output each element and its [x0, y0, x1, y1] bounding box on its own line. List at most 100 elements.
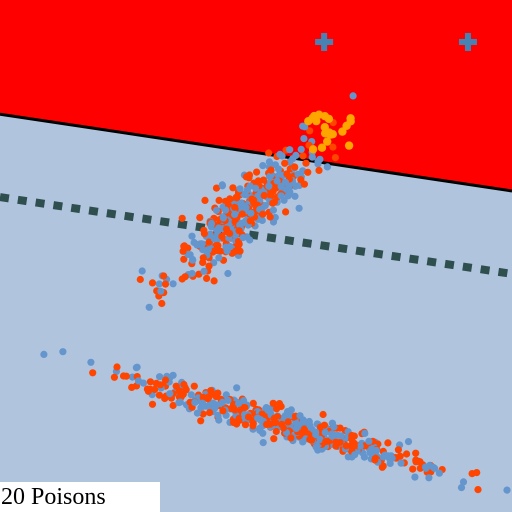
class_a-point — [262, 404, 270, 412]
class_b-point — [203, 274, 211, 282]
class_a-point — [349, 92, 357, 100]
class_b-point — [215, 196, 223, 204]
class_b-point — [272, 427, 280, 436]
class_b-point — [206, 409, 214, 417]
class_a-point — [330, 423, 338, 431]
class_b-point — [205, 262, 213, 270]
poison-point — [328, 130, 337, 139]
class_b-point — [342, 442, 350, 450]
class_a-point — [301, 123, 309, 131]
class_a-point — [286, 146, 294, 154]
class_a-point — [277, 192, 285, 200]
class_b-point — [136, 275, 144, 284]
class_a-point — [189, 256, 197, 264]
class_a-point — [236, 221, 244, 229]
class_b-point — [260, 191, 268, 200]
class_b-point — [315, 166, 323, 174]
class_b-point — [205, 238, 213, 246]
class_a-point — [269, 206, 277, 214]
class_b-point — [207, 387, 215, 395]
class_b-point — [249, 399, 257, 407]
class_a-point — [156, 373, 164, 381]
class_a-point — [258, 216, 266, 224]
class_b-point — [300, 180, 308, 188]
class_b-point — [267, 166, 275, 174]
target-plus-marker — [315, 32, 334, 51]
class_a-point — [224, 396, 232, 404]
class_a-point — [155, 280, 163, 288]
class_b-point — [190, 382, 198, 390]
class_b-point — [235, 414, 243, 422]
poison-point — [338, 127, 347, 136]
class_a-point — [134, 377, 143, 385]
class_a-point — [166, 390, 174, 398]
class_a-point — [222, 206, 230, 214]
class_a-point — [286, 412, 294, 420]
class_b-point — [304, 168, 312, 176]
class_b-point — [219, 407, 227, 415]
class_b-point — [270, 435, 278, 443]
class_a-point — [314, 157, 322, 165]
class_b-point — [227, 404, 236, 413]
class_b-point — [161, 280, 170, 288]
class_a-point — [351, 451, 359, 459]
class_b-point — [302, 159, 310, 167]
class_a-point — [278, 152, 286, 160]
class_b-point — [284, 418, 292, 426]
class_b-point — [182, 386, 190, 394]
class_a-point — [239, 234, 247, 242]
class_a-point — [372, 446, 380, 454]
class_a-point — [308, 153, 316, 161]
class_b-point — [249, 422, 257, 430]
class_a-point — [421, 463, 430, 471]
class_b-point — [161, 376, 170, 384]
class_a-point — [233, 384, 241, 392]
poison-point — [323, 137, 332, 146]
class_b-point — [201, 196, 209, 204]
class_b-point — [278, 420, 286, 428]
class_a-point — [503, 486, 511, 494]
poison-point — [308, 145, 318, 154]
class_b-point — [291, 163, 299, 171]
class_b-point — [253, 168, 261, 176]
class_b-point — [128, 383, 136, 391]
class_b-point — [474, 486, 482, 494]
class_a-point — [207, 219, 216, 228]
class_b-point — [229, 184, 237, 192]
class_a-point — [235, 399, 243, 408]
class_a-point — [259, 162, 267, 170]
target-markers — [315, 32, 477, 51]
class_b-point — [160, 272, 168, 280]
class_a-point — [87, 358, 95, 366]
class_b-point — [180, 255, 188, 263]
class_b-point — [229, 418, 238, 427]
class_b-point — [235, 227, 243, 235]
class_b-point — [259, 210, 267, 218]
class_a-point — [330, 431, 339, 440]
poisoned-decision-boundary — [0, 193, 512, 278]
class_a-point — [231, 210, 239, 218]
class_a-point — [236, 185, 244, 193]
class_a-point — [204, 246, 212, 254]
class_a-point — [218, 182, 226, 190]
poison-point — [308, 113, 317, 123]
class_a-point — [274, 165, 283, 173]
class_a-point — [237, 199, 245, 207]
class_a-point — [246, 236, 254, 244]
class_a-point — [188, 232, 196, 240]
class_b-point — [218, 232, 226, 240]
class_a-point — [295, 204, 303, 212]
class_b-point — [175, 387, 183, 395]
class_a-point — [212, 206, 221, 214]
class_a-point — [397, 459, 405, 467]
class_a-point — [294, 170, 302, 178]
class_a-point — [215, 254, 223, 262]
class_b-point — [244, 413, 253, 421]
class_a-point — [289, 155, 297, 163]
class_a-point — [361, 429, 369, 437]
class_b-point — [197, 417, 205, 425]
class_a-point — [356, 442, 364, 450]
class_b-point — [122, 372, 130, 380]
class_b-point — [110, 373, 118, 381]
